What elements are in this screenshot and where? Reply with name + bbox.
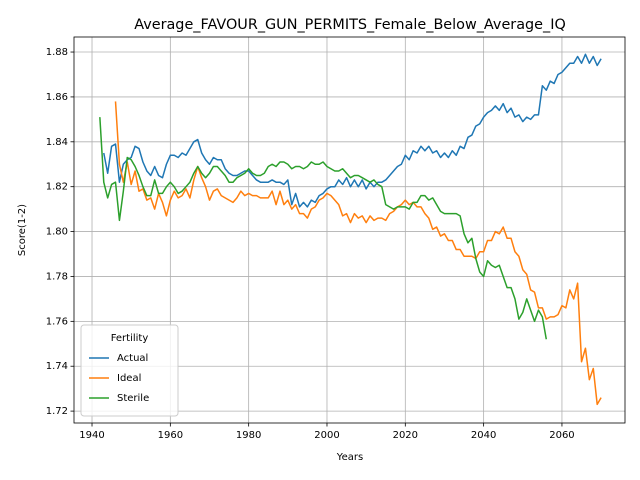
- y-tick-label: 1.88: [46, 47, 68, 58]
- series-line: [99, 117, 548, 340]
- y-tick-label: 1.80: [46, 227, 68, 238]
- y-tick-label: 1.82: [46, 182, 68, 193]
- legend-label: Sterile: [117, 393, 149, 404]
- x-tick-label: 1980: [236, 430, 261, 441]
- series-line: [103, 53, 602, 208]
- x-tick-label: 2020: [393, 430, 418, 441]
- y-tick-label: 1.84: [46, 137, 68, 148]
- y-tick-label: 1.72: [46, 406, 68, 417]
- legend-box: [80, 324, 179, 417]
- series-line: [114, 101, 602, 406]
- x-tick-label: 1940: [79, 430, 104, 441]
- x-axis-label: Years: [336, 452, 363, 463]
- legend-label: Actual: [117, 353, 148, 364]
- plot-frame: [73, 36, 626, 424]
- x-tick-label: 1960: [158, 430, 183, 441]
- x-tick-label: 2040: [471, 430, 496, 441]
- y-axis-label: Score(1-2): [17, 204, 28, 256]
- y-tick-label: 1.76: [46, 316, 68, 327]
- chart-title: Average_FAVOUR_GUN_PERMITS_Female_Below_…: [134, 17, 566, 33]
- y-tick-label: 1.86: [46, 92, 68, 103]
- y-tick-label: 1.74: [46, 361, 68, 372]
- legend-title: Fertility: [111, 333, 149, 344]
- y-tick-label: 1.78: [46, 271, 68, 282]
- x-tick-label: 2000: [314, 430, 339, 441]
- x-tick-label: 2060: [549, 430, 574, 441]
- legend-label: Ideal: [117, 373, 141, 384]
- legend: Fertility Actual Ideal Sterile: [80, 324, 179, 417]
